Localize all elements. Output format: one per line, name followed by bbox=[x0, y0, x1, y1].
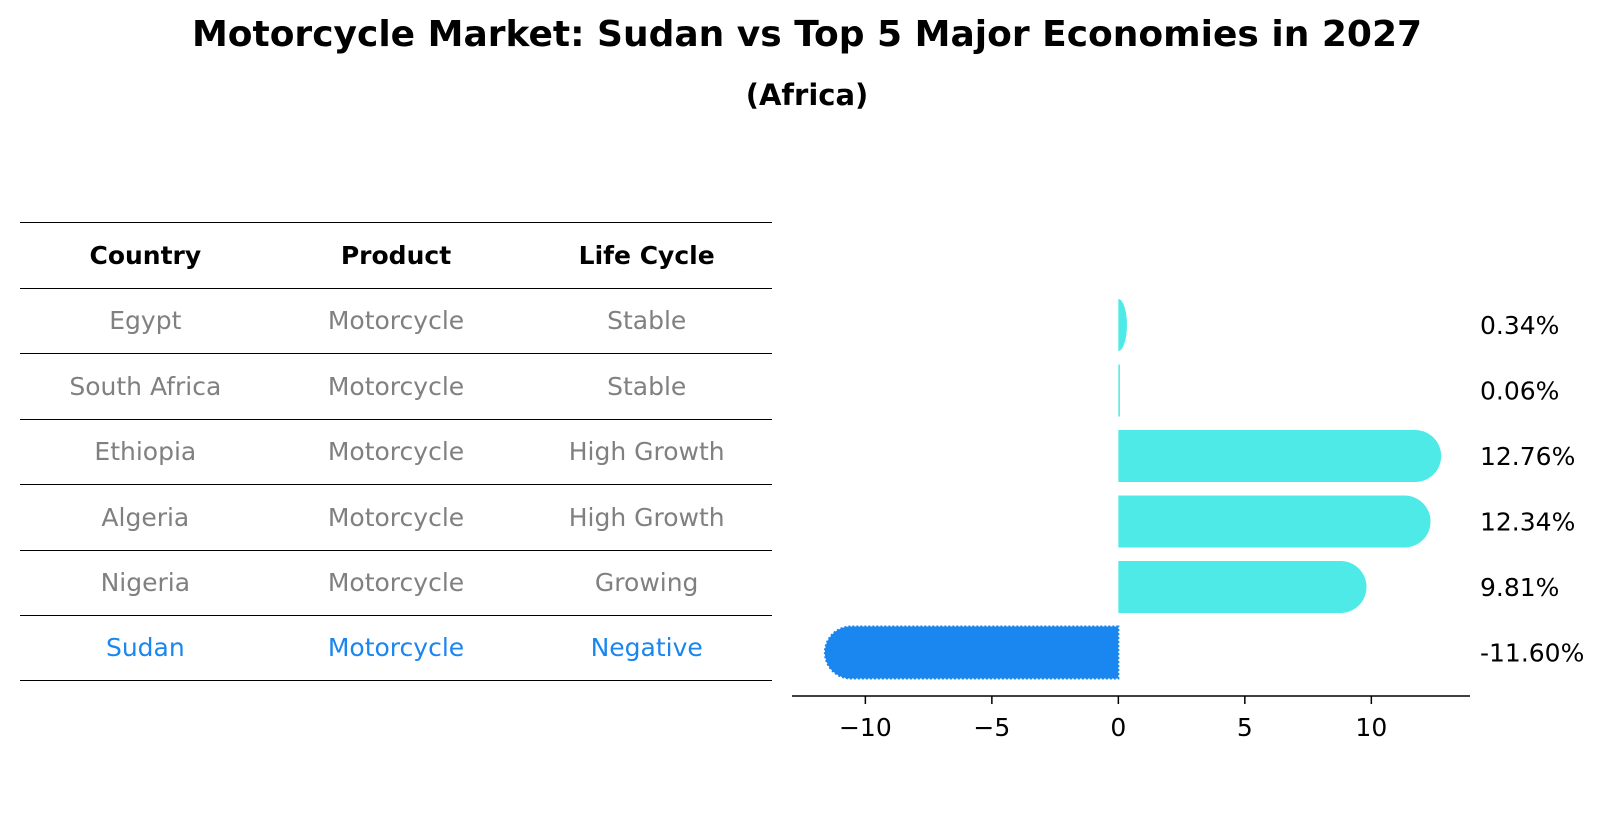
header-life-cycle: Life Cycle bbox=[578, 240, 715, 270]
value-label: 0.34% bbox=[1480, 311, 1559, 340]
value-label: 12.34% bbox=[1480, 508, 1575, 537]
cell-product: Motorcycle bbox=[327, 568, 465, 598]
cell-product: Motorcycle bbox=[327, 371, 465, 401]
value-label: -11.60% bbox=[1480, 639, 1584, 668]
cell-country: Algeria bbox=[101, 502, 190, 532]
x-tick-label: 10 bbox=[1355, 713, 1387, 742]
table-row: South Africa Motorcycle Stable bbox=[20, 353, 772, 419]
bar-nigeria bbox=[1118, 561, 1367, 613]
cell-life-cycle: High Growth bbox=[568, 437, 725, 467]
cell-life-cycle: Negative bbox=[590, 633, 703, 663]
cell-country: Ethiopia bbox=[94, 437, 197, 467]
x-tick-label: 5 bbox=[1237, 713, 1253, 742]
header-country: Country bbox=[89, 240, 202, 270]
table-row: Algeria Motorcycle High Growth bbox=[20, 484, 772, 550]
chart-title: Motorcycle Market: Sudan vs Top 5 Major … bbox=[191, 14, 1423, 55]
cell-country: Sudan bbox=[105, 633, 185, 663]
cell-life-cycle: Stable bbox=[607, 306, 687, 336]
x-tick-label: 0 bbox=[1110, 713, 1126, 742]
cell-product: Motorcycle bbox=[327, 633, 465, 663]
x-tick-label: −10 bbox=[839, 713, 892, 742]
table-row: Ethiopia Motorcycle High Growth bbox=[20, 418, 772, 485]
bar-sudan bbox=[823, 625, 1120, 680]
value-label: 0.06% bbox=[1480, 377, 1559, 406]
bar-egypt bbox=[1118, 299, 1127, 351]
table-header-row: Country Product Life Cycle bbox=[20, 222, 772, 288]
bar-south-africa bbox=[1118, 364, 1120, 417]
chart-subtitle: (Africa) bbox=[745, 78, 869, 112]
cell-life-cycle: Growing bbox=[594, 568, 699, 598]
cell-product: Motorcycle bbox=[327, 437, 465, 467]
table-row: Nigeria Motorcycle Growing bbox=[20, 549, 772, 616]
value-label: 9.81% bbox=[1480, 573, 1559, 602]
table-row-highlight: Sudan Motorcycle Negative bbox=[20, 615, 772, 681]
value-label: 12.76% bbox=[1480, 442, 1575, 471]
cell-life-cycle: Stable bbox=[607, 371, 687, 401]
table-row: Egypt Motorcycle Stable bbox=[20, 287, 772, 354]
cell-life-cycle: High Growth bbox=[568, 502, 725, 532]
cell-country: Egypt bbox=[109, 306, 182, 336]
cell-country: South Africa bbox=[69, 371, 222, 401]
cell-product: Motorcycle bbox=[327, 306, 465, 336]
header-product: Product bbox=[340, 240, 452, 270]
cell-country: Nigeria bbox=[100, 568, 191, 598]
data-table: Country Product Life Cycle Egypt Motorcy… bbox=[20, 222, 772, 681]
bar-ethiopia bbox=[1118, 430, 1442, 482]
bar-algeria bbox=[1118, 495, 1431, 548]
x-tick-label: −5 bbox=[973, 713, 1010, 742]
cell-product: Motorcycle bbox=[327, 502, 465, 532]
